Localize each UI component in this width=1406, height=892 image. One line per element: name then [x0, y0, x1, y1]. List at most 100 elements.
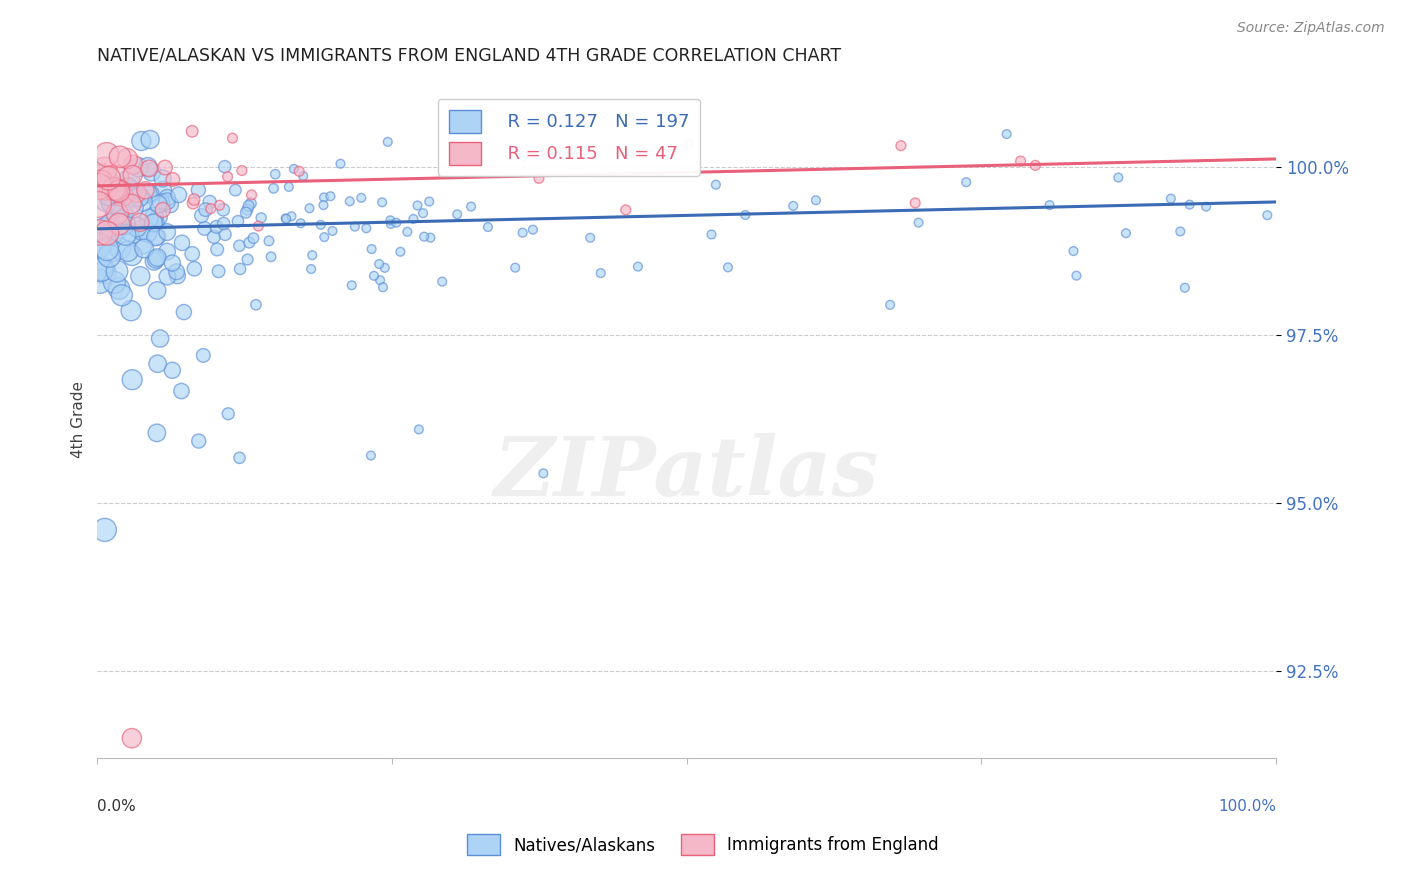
Point — [117, 244, 139, 259]
Point — [247, 219, 270, 233]
Point — [239, 196, 262, 211]
Point — [138, 161, 160, 176]
Point — [343, 219, 366, 234]
Point — [1024, 158, 1046, 172]
Point — [202, 230, 225, 244]
Point — [159, 197, 181, 211]
Point — [156, 269, 179, 284]
Point — [627, 260, 650, 274]
Point — [134, 183, 156, 197]
Point — [103, 182, 125, 196]
Point — [1174, 281, 1197, 295]
Point — [782, 199, 804, 213]
Point — [111, 288, 134, 302]
Point — [283, 161, 305, 176]
Point — [111, 208, 134, 222]
Point — [276, 211, 298, 226]
Point — [288, 164, 311, 178]
Point — [734, 208, 756, 222]
Point — [170, 235, 193, 250]
Point — [122, 201, 145, 215]
Point — [205, 243, 228, 257]
Point — [87, 197, 110, 211]
Point — [122, 227, 145, 241]
Point — [129, 269, 152, 284]
Point — [904, 195, 927, 210]
Point — [105, 206, 128, 220]
Point — [1115, 226, 1137, 240]
Point — [173, 305, 195, 319]
Point — [105, 264, 128, 278]
Point — [152, 171, 174, 186]
Point — [114, 217, 136, 231]
Point — [412, 206, 434, 220]
Point — [156, 194, 179, 209]
Point — [115, 185, 138, 199]
Point — [125, 220, 148, 235]
Point — [214, 227, 236, 242]
Point — [121, 248, 143, 262]
Point — [108, 242, 131, 256]
Point — [107, 169, 129, 184]
Point — [212, 202, 235, 217]
Point — [264, 167, 287, 181]
Point — [224, 183, 246, 197]
Legend:   R = 0.127   N = 197,   R = 0.115   N = 47: R = 0.127 N = 197, R = 0.115 N = 47 — [437, 99, 700, 176]
Point — [167, 187, 190, 202]
Point — [128, 190, 150, 204]
Point — [187, 183, 209, 197]
Point — [91, 261, 114, 276]
Point — [98, 187, 121, 202]
Point — [153, 161, 176, 175]
Point — [236, 202, 259, 217]
Point — [138, 211, 160, 226]
Point — [146, 284, 169, 298]
Point — [236, 252, 259, 267]
Point — [89, 176, 111, 190]
Y-axis label: 4th Grade: 4th Grade — [72, 381, 86, 458]
Point — [804, 193, 827, 207]
Point — [531, 467, 554, 481]
Point — [121, 168, 143, 182]
Point — [90, 262, 112, 277]
Point — [156, 191, 179, 205]
Point — [198, 194, 221, 209]
Point — [141, 165, 163, 179]
Text: Source: ZipAtlas.com: Source: ZipAtlas.com — [1237, 21, 1385, 35]
Point — [503, 260, 526, 275]
Point — [143, 216, 166, 230]
Point — [368, 273, 391, 287]
Text: ZIPatlas: ZIPatlas — [494, 434, 880, 513]
Point — [314, 230, 336, 244]
Point — [250, 211, 273, 225]
Point — [190, 209, 212, 223]
Point — [89, 239, 111, 253]
Point — [240, 187, 263, 202]
Point — [299, 262, 322, 277]
Point — [94, 523, 117, 537]
Point — [522, 223, 544, 237]
Point — [108, 217, 131, 231]
Point — [148, 211, 170, 225]
Point — [418, 194, 440, 209]
Point — [87, 179, 110, 194]
Point — [360, 449, 382, 463]
Point — [512, 226, 534, 240]
Point — [108, 282, 131, 296]
Point — [245, 298, 267, 312]
Point — [228, 450, 250, 465]
Point — [105, 182, 128, 196]
Point — [312, 190, 335, 204]
Point — [579, 231, 602, 245]
Point — [111, 188, 134, 202]
Point — [374, 260, 396, 275]
Point — [955, 175, 977, 189]
Point — [995, 127, 1018, 141]
Point — [129, 223, 152, 237]
Point — [1168, 224, 1191, 238]
Point — [614, 202, 637, 217]
Point — [146, 425, 169, 440]
Point — [96, 147, 118, 161]
Point — [229, 262, 252, 277]
Point — [238, 199, 260, 213]
